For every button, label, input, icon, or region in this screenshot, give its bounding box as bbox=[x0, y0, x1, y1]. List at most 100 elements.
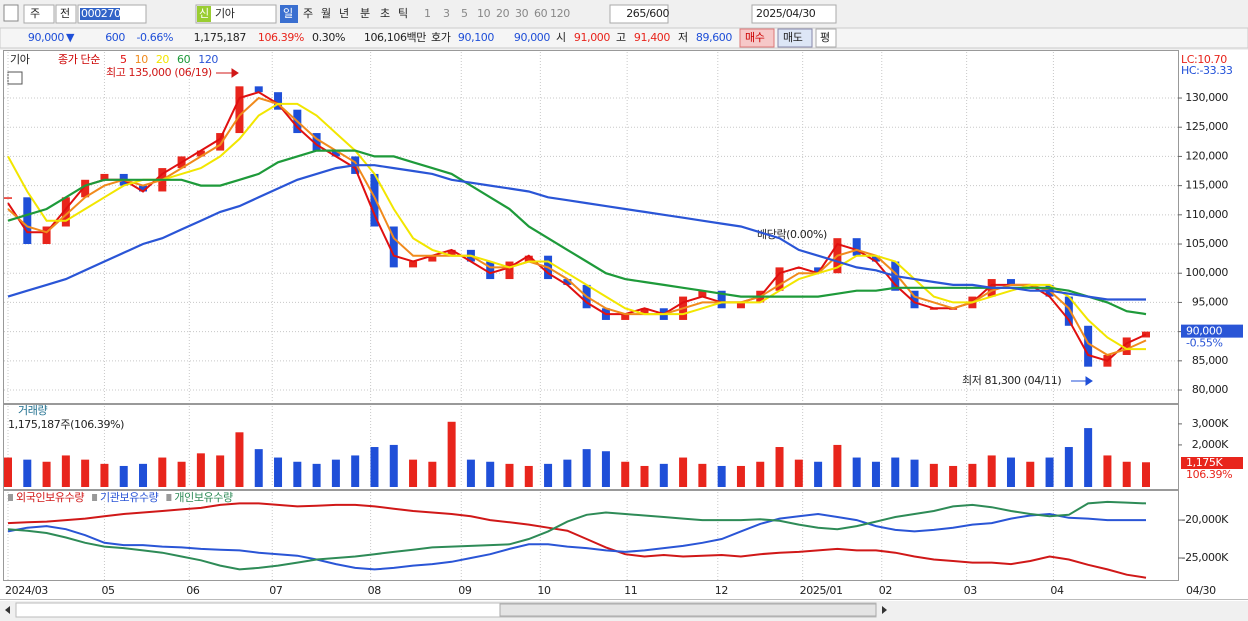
volume-bar bbox=[389, 444, 398, 487]
current-change: -0.55% bbox=[1186, 337, 1223, 350]
period-btn[interactable]: 초 bbox=[380, 7, 390, 20]
volume-bar bbox=[409, 459, 418, 487]
lc: LC:10.70 bbox=[1181, 53, 1227, 66]
volume-bar bbox=[428, 461, 437, 487]
toolbar-item: 신 bbox=[199, 7, 209, 20]
y-tick-label: 130,000 bbox=[1185, 91, 1228, 104]
candle bbox=[139, 185, 148, 192]
volume-title: 거래량 bbox=[18, 404, 47, 417]
ma-line bbox=[7, 96, 1147, 357]
period-btn[interactable]: 월 bbox=[321, 7, 331, 20]
volume-bar bbox=[447, 421, 456, 487]
volume-bar bbox=[756, 461, 765, 487]
label: 호가 bbox=[431, 31, 451, 44]
label: 저 bbox=[678, 31, 688, 44]
avg-btn[interactable] bbox=[815, 28, 837, 48]
stock-code[interactable]: 000270 bbox=[81, 7, 121, 20]
volume-bar bbox=[370, 447, 379, 487]
holding-line bbox=[7, 502, 1147, 579]
turnover: 0.30% bbox=[312, 31, 345, 44]
low-annotation: 최저 81,300 (04/11) bbox=[962, 374, 1061, 387]
candle bbox=[23, 197, 32, 245]
table-icon[interactable] bbox=[7, 71, 23, 85]
interval-btn[interactable]: 20 bbox=[496, 7, 510, 20]
volume-ratio: 106.39% bbox=[1186, 468, 1232, 481]
period-btn[interactable]: 분 bbox=[360, 7, 370, 20]
interval-btn[interactable]: 10 bbox=[477, 7, 491, 20]
scroll-thumb[interactable] bbox=[499, 603, 877, 617]
count[interactable]: 265 bbox=[626, 7, 647, 20]
quote-bar bbox=[0, 27, 1248, 49]
bid: 90,000 bbox=[514, 31, 550, 44]
volume-bar bbox=[814, 461, 823, 487]
volume-bar bbox=[331, 459, 340, 487]
low-arrow bbox=[1071, 376, 1093, 386]
candle bbox=[524, 255, 533, 262]
buy[interactable]: 매수 bbox=[745, 31, 765, 44]
day-btn[interactable] bbox=[280, 5, 298, 23]
x-tick-label: 07 bbox=[269, 584, 283, 597]
volume-bar bbox=[717, 465, 726, 487]
toolbar-item[interactable]: 주 bbox=[30, 7, 40, 20]
candle bbox=[312, 133, 321, 151]
menu-btn[interactable] bbox=[3, 4, 19, 22]
interval-btn[interactable]: 60 bbox=[534, 7, 548, 20]
stock-name[interactable]: 기아 bbox=[215, 7, 235, 20]
open: 91,000 bbox=[574, 31, 610, 44]
count-box[interactable] bbox=[609, 4, 669, 24]
volume-bar bbox=[563, 459, 572, 487]
candle bbox=[81, 179, 90, 198]
holding-line bbox=[7, 512, 1146, 571]
volume-bar bbox=[4, 457, 12, 487]
volume-bar bbox=[351, 455, 360, 487]
x-tick-label: 08 bbox=[368, 584, 382, 597]
volume-bar bbox=[775, 447, 784, 487]
interval-btn[interactable]: 1 bbox=[424, 7, 431, 20]
candle bbox=[1122, 337, 1131, 355]
volume-bar bbox=[23, 459, 32, 487]
name-box[interactable] bbox=[195, 4, 277, 24]
toolbar-item[interactable]: 전 bbox=[60, 7, 70, 20]
period-btn[interactable]: 주 bbox=[303, 7, 313, 20]
tab[interactable]: 기아 bbox=[10, 53, 30, 66]
date[interactable]: 2025/04/30 bbox=[756, 7, 816, 20]
interval-btn[interactable]: 5 bbox=[461, 7, 468, 20]
volume-bar bbox=[177, 461, 186, 487]
y-tick-label: 85,000 bbox=[1192, 354, 1228, 367]
interval-btn[interactable]: 30 bbox=[515, 7, 529, 20]
sell[interactable]: 매도 bbox=[783, 31, 803, 44]
avg[interactable]: 평 bbox=[820, 31, 830, 44]
x-tick-label: 2024/03 bbox=[5, 584, 48, 597]
count-max: /600 bbox=[646, 7, 670, 20]
volume-box bbox=[1181, 457, 1243, 469]
candle bbox=[1084, 325, 1093, 367]
x-tick-label: 12 bbox=[715, 584, 728, 597]
interval-btn[interactable]: 120 bbox=[550, 7, 571, 20]
x-tick-label: 04 bbox=[1050, 584, 1064, 597]
volume-bar bbox=[698, 463, 707, 487]
buy-btn[interactable] bbox=[739, 28, 775, 48]
candle bbox=[486, 261, 495, 280]
y-tick-label: 100,000 bbox=[1185, 266, 1228, 279]
y-tick-label: 110,000 bbox=[1185, 208, 1228, 221]
legend-swatch bbox=[8, 494, 13, 501]
end-date: 04/30 bbox=[1186, 584, 1216, 597]
sell-btn[interactable] bbox=[777, 28, 813, 48]
candle bbox=[254, 86, 263, 93]
period-btn[interactable]: 년 bbox=[339, 7, 349, 20]
high-annotation: 최고 135,000 (06/19) bbox=[106, 66, 212, 79]
period-btn[interactable]: 일 bbox=[283, 6, 293, 20]
interval-btn[interactable]: 3 bbox=[443, 7, 450, 20]
candle bbox=[1064, 296, 1073, 326]
candle bbox=[910, 290, 919, 309]
date-box[interactable] bbox=[751, 4, 837, 24]
volume-bar bbox=[505, 463, 514, 487]
legend-entry: 10 bbox=[135, 53, 149, 66]
volume-bar bbox=[736, 465, 745, 487]
legend-entry: 60 bbox=[177, 53, 191, 66]
market-select[interactable] bbox=[23, 4, 55, 24]
volume-bar bbox=[158, 457, 167, 487]
ask: 90,100 bbox=[458, 31, 494, 44]
period-btn[interactable]: 틱 bbox=[398, 7, 408, 20]
prev-btn[interactable] bbox=[55, 4, 77, 24]
